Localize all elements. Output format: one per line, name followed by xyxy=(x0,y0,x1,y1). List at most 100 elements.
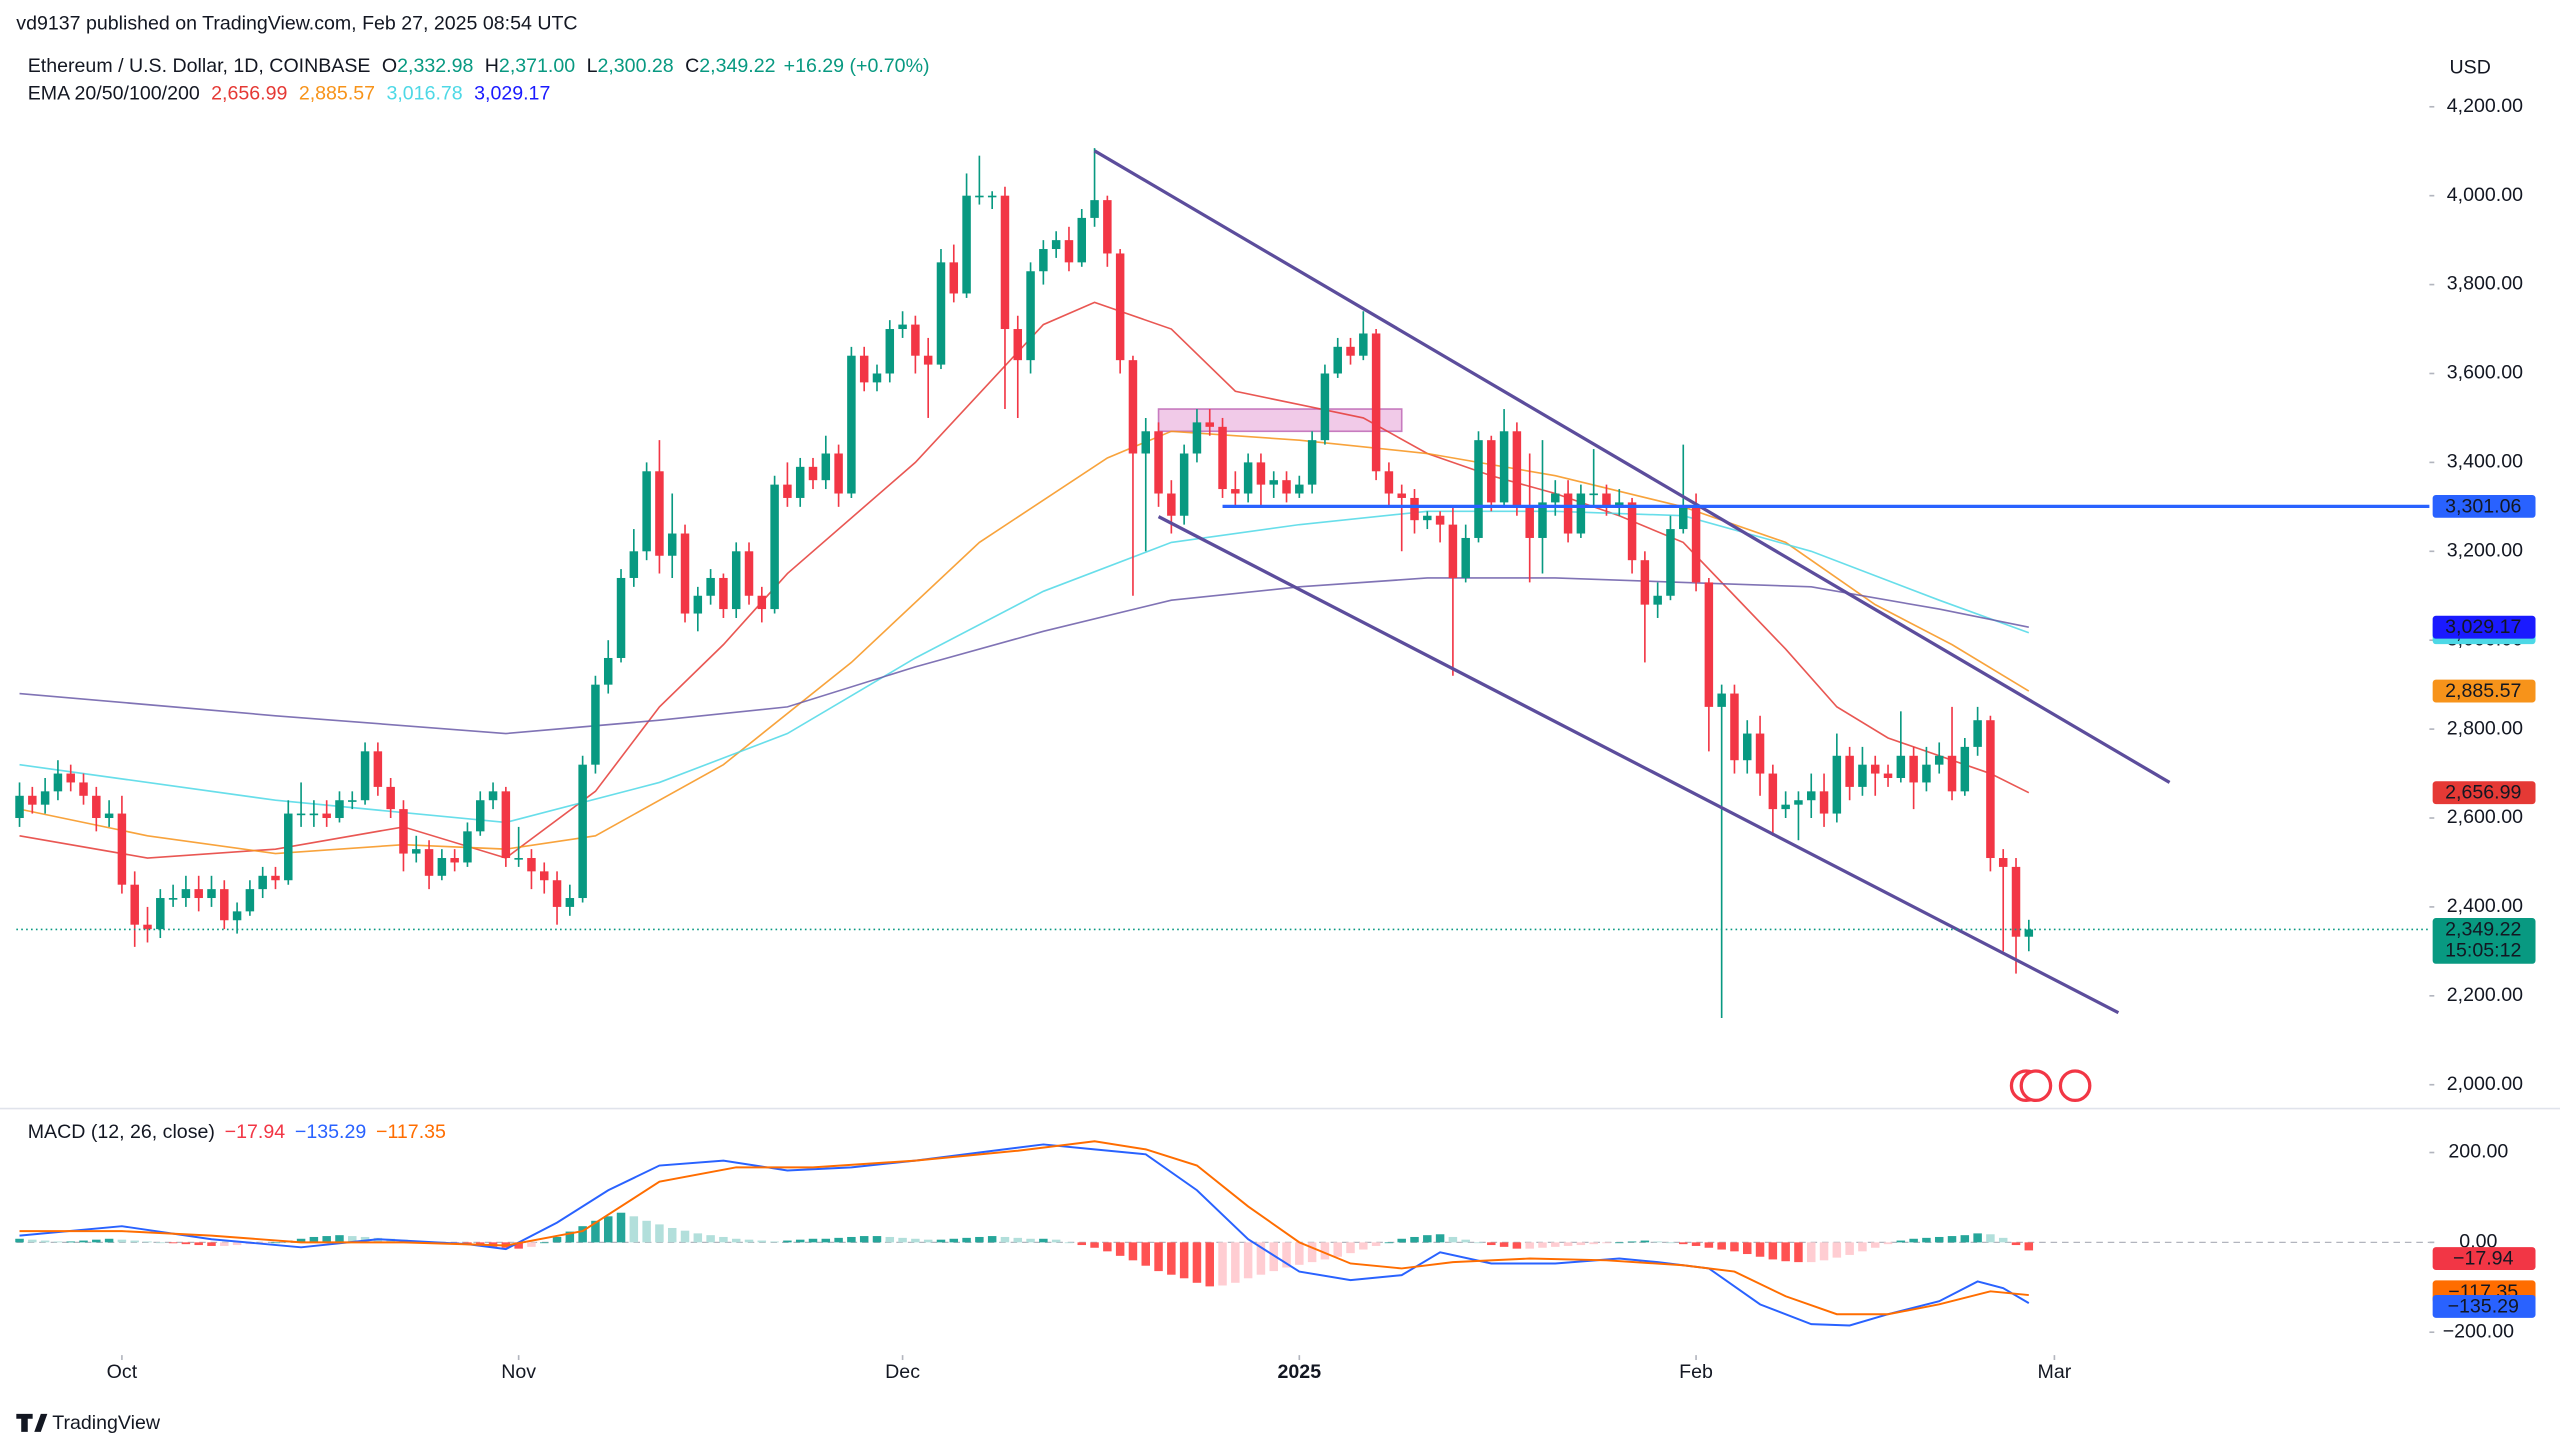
candle-body xyxy=(1602,493,1611,507)
candle-body xyxy=(1615,502,1624,507)
macd-histogram-bar xyxy=(1128,1242,1138,1261)
candle-body xyxy=(642,471,651,552)
x-tick-label: Feb xyxy=(1679,1361,1713,1383)
macd-histogram-bar xyxy=(1845,1242,1854,1255)
countdown: 15:05:12 xyxy=(2445,940,2521,962)
macd-line xyxy=(19,1143,2030,1327)
macd-histogram-bar xyxy=(655,1224,664,1243)
candle-body xyxy=(1320,373,1330,441)
macd-histogram-bar xyxy=(1755,1242,1765,1257)
candle-body xyxy=(1448,524,1458,578)
macd-histogram-bar xyxy=(795,1239,805,1243)
ema-tag: 2,885.57 xyxy=(2445,680,2521,702)
candle-body xyxy=(1231,489,1240,494)
candle-body xyxy=(207,889,216,899)
macd-line xyxy=(19,1140,2029,1316)
macd-histogram-bar xyxy=(1794,1242,1803,1263)
candle-body xyxy=(527,858,536,872)
macd-histogram-bar xyxy=(1295,1242,1304,1265)
candle-body xyxy=(2011,866,2021,937)
event-icon xyxy=(2058,1069,2092,1103)
macd-histogram-bar xyxy=(603,1216,613,1243)
candle-body xyxy=(1115,253,1125,361)
candle-body xyxy=(232,911,242,921)
macd-histogram-bar xyxy=(1563,1242,1573,1246)
candle-body xyxy=(1934,755,1944,765)
macd-histogram-bar xyxy=(1410,1236,1419,1243)
candle-body xyxy=(987,195,997,198)
candle-body xyxy=(1179,453,1189,516)
candle-body xyxy=(693,595,703,614)
candle-body xyxy=(539,871,549,881)
candle-body xyxy=(975,195,984,198)
macd-histogram-bar xyxy=(1858,1242,1867,1252)
macd-histogram-bar xyxy=(1243,1242,1253,1279)
macd-hist-value: −17.94 xyxy=(225,1121,286,1143)
macd-y-tick-label: 200.00 xyxy=(2448,1141,2508,1163)
x-tick-label: Dec xyxy=(885,1361,920,1383)
candle-body xyxy=(1896,755,1906,779)
candle-body xyxy=(859,355,869,383)
candle-body xyxy=(834,453,843,494)
candle-body xyxy=(1371,333,1381,472)
ohlc-value: 2,300.28 xyxy=(597,55,673,77)
candle-body xyxy=(757,595,767,610)
macd-histogram-bar xyxy=(1807,1242,1816,1263)
candle-body xyxy=(1269,480,1278,485)
macd-histogram-bar xyxy=(1870,1242,1880,1248)
macd-histogram-bar xyxy=(1000,1236,1010,1243)
candle-body xyxy=(1704,582,1714,707)
y-tick-label: 4,200.00 xyxy=(2447,95,2523,117)
macd-y-tick-label: 0.00 xyxy=(2459,1231,2497,1253)
candle-body xyxy=(1461,537,1470,578)
macd-histogram-bar xyxy=(194,1242,203,1246)
macd-histogram-bar xyxy=(168,1242,178,1244)
candle-body xyxy=(552,880,562,907)
macd-histogram-bar xyxy=(220,1242,229,1246)
macd-histogram-bar xyxy=(1819,1242,1829,1261)
macd-histogram-bar xyxy=(2024,1242,2034,1251)
candle-body xyxy=(1205,422,1214,427)
macd-histogram-bar xyxy=(1269,1242,1278,1272)
macd-hist-tag-box xyxy=(2432,1247,2536,1271)
candle-body xyxy=(1998,858,2008,867)
candle-body xyxy=(1807,791,1816,801)
macd-histogram-bar xyxy=(731,1238,741,1243)
candle-body xyxy=(450,858,459,863)
candle-body xyxy=(1346,346,1355,356)
candle-body xyxy=(1717,693,1726,707)
macd-histogram-bar xyxy=(1960,1235,1970,1243)
ohlc-key: C xyxy=(685,55,699,77)
candle-body xyxy=(181,889,191,899)
macd-line-tag-box xyxy=(2432,1294,2536,1318)
macd-histogram-bar xyxy=(514,1242,523,1249)
macd-histogram-bar xyxy=(1115,1242,1125,1256)
macd-histogram-bar xyxy=(130,1240,139,1243)
candle-body xyxy=(1743,733,1752,761)
candle-body xyxy=(1090,200,1099,218)
candle-body xyxy=(1167,493,1176,516)
candle-body xyxy=(1730,693,1739,761)
candle-body xyxy=(1039,249,1048,272)
macd-histogram-bar xyxy=(1359,1242,1368,1250)
y-tick-label: 2,600.00 xyxy=(2447,806,2523,828)
symbol-legend: Ethereum / U.S. Dollar, 1D, COINBASE O2,3… xyxy=(28,55,930,77)
candle-body xyxy=(923,355,933,365)
macd-histogram-bar xyxy=(1768,1242,1778,1260)
y-tick-label: 3,600.00 xyxy=(2447,362,2523,384)
candle-body xyxy=(1435,515,1445,525)
candle-body xyxy=(1589,493,1598,496)
macd-histogram-bar xyxy=(1218,1242,1227,1286)
candle-body xyxy=(1909,755,1918,783)
candle-body xyxy=(1563,493,1573,534)
candle-body xyxy=(1755,733,1765,774)
candle-body xyxy=(258,875,267,890)
macd-histogram-bar xyxy=(744,1239,754,1243)
macd-histogram-bar xyxy=(1934,1236,1944,1243)
macd-histogram-bar xyxy=(66,1241,75,1243)
candle-body xyxy=(847,355,856,494)
macd-histogram-bar xyxy=(962,1237,971,1243)
macd-histogram-bar xyxy=(1909,1238,1918,1243)
candle-body xyxy=(1295,484,1304,494)
macd-histogram-bar xyxy=(156,1242,165,1244)
